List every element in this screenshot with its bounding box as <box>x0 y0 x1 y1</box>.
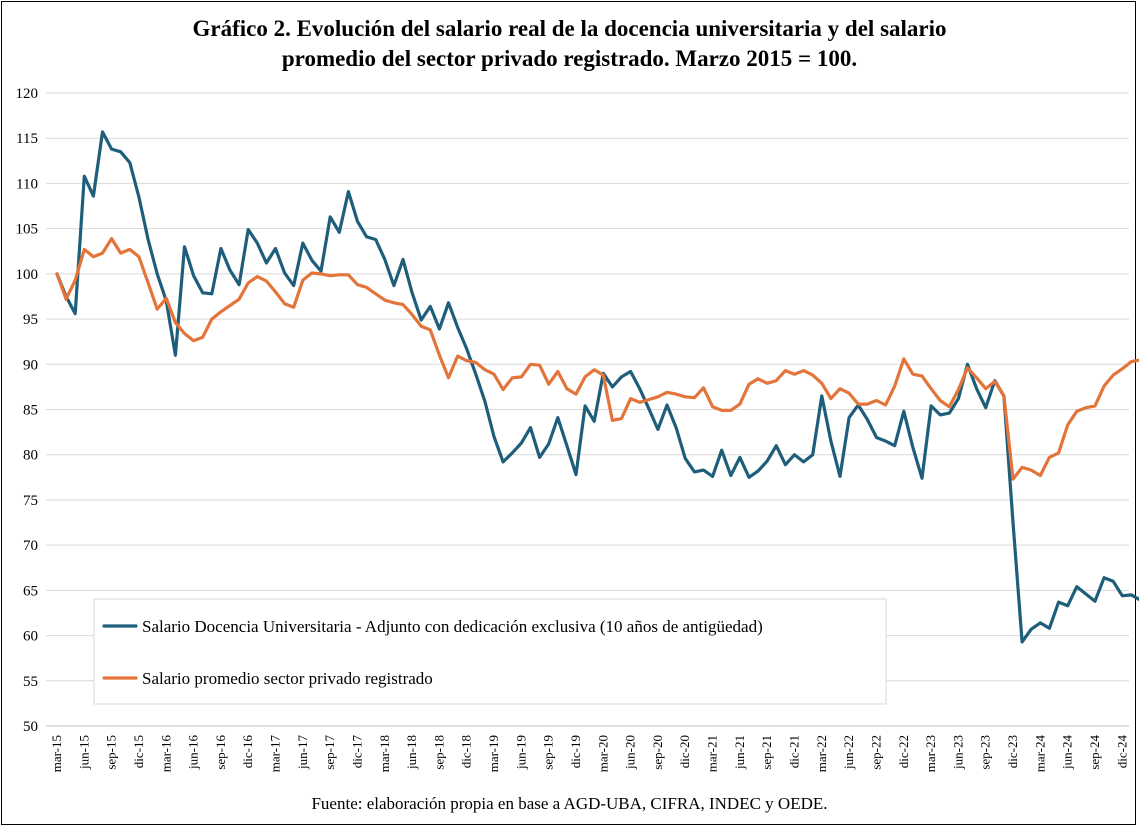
x-tick-label: jun-20 <box>623 735 638 770</box>
x-tick-label: sep-15 <box>104 735 119 770</box>
x-tick-label: mar-16 <box>158 735 173 773</box>
x-tick-label: sep-17 <box>322 735 337 770</box>
y-tick-label: 105 <box>16 222 39 238</box>
x-tick-label: dic-20 <box>677 735 692 768</box>
x-tick-label: dic-24 <box>1114 735 1129 769</box>
x-tick-label: sep-20 <box>650 735 665 770</box>
x-tick-label: jun-21 <box>732 735 747 770</box>
x-axis-ticks: mar-15 jun-15 sep-15 dic-15 mar-16 jun-16 sep-… <box>49 735 1129 773</box>
legend: Salario Docencia Universitaria - Adjunto… <box>93 598 887 705</box>
x-tick-label: dic-15 <box>131 735 146 768</box>
x-tick-label: dic-17 <box>349 735 364 769</box>
y-tick-label: 60 <box>23 629 38 645</box>
y-tick-label: 85 <box>23 403 38 419</box>
y-tick-label: 115 <box>16 131 38 147</box>
chart-title-line-2: promedio del sector privado registrado. … <box>281 46 858 71</box>
x-tick-label: jun-19 <box>513 735 528 770</box>
x-tick-label: mar-15 <box>49 735 64 772</box>
x-tick-label: mar-18 <box>377 735 392 772</box>
x-tick-label: mar-17 <box>268 735 283 773</box>
x-tick-label: jun-16 <box>186 735 201 770</box>
y-axis-ticks: 50 55 60 65 70 75 80 85 90 95 100 105 110 115 120 <box>16 86 39 735</box>
y-tick-label: 120 <box>16 86 39 102</box>
y-tick-label: 100 <box>16 267 39 283</box>
y-tick-label: 65 <box>23 583 38 599</box>
series-line-2 <box>55 237 1139 481</box>
x-tick-label: sep-21 <box>759 735 774 770</box>
y-tick-label: 110 <box>16 176 38 192</box>
x-tick-label: dic-23 <box>1005 735 1020 768</box>
x-tick-label: sep-18 <box>431 735 446 770</box>
legend-box <box>93 598 887 705</box>
legend-label-1: Salario Docencia Universitaria - Adjunto… <box>142 617 763 636</box>
y-tick-label: 90 <box>23 357 38 373</box>
y-tick-label: 55 <box>23 674 38 690</box>
series-line-1 <box>55 130 1139 644</box>
y-tick-label: 75 <box>23 493 38 509</box>
legend-label-2: Salario promedio sector privado registra… <box>142 669 433 688</box>
x-tick-label: dic-22 <box>896 735 911 768</box>
x-tick-label: mar-23 <box>923 735 938 772</box>
x-tick-label: jun-23 <box>950 735 965 770</box>
x-tick-label: jun-18 <box>404 735 419 770</box>
x-tick-label: jun-17 <box>295 735 310 770</box>
x-tick-label: mar-24 <box>1032 735 1047 773</box>
x-tick-label: sep-24 <box>1087 735 1102 770</box>
x-tick-label: mar-19 <box>486 735 501 772</box>
x-tick-label: dic-18 <box>459 735 474 768</box>
y-tick-label: 50 <box>23 719 38 735</box>
x-tick-label: mar-22 <box>814 735 829 772</box>
x-tick-label: mar-21 <box>705 735 720 772</box>
x-tick-label: sep-22 <box>868 735 883 770</box>
x-tick-label: dic-19 <box>568 735 583 768</box>
x-tick-label: jun-24 <box>1060 735 1075 770</box>
y-tick-label: 70 <box>23 538 38 554</box>
x-tick-label: sep-23 <box>978 735 993 770</box>
x-tick-label: sep-16 <box>213 735 228 770</box>
x-tick-label: mar-20 <box>595 735 610 772</box>
x-tick-label: sep-19 <box>541 735 556 770</box>
x-tick-label: jun-22 <box>841 735 856 770</box>
chart-title-line-1: Gráfico 2. Evolución del salario real de… <box>192 16 947 41</box>
x-tick-label: dic-21 <box>787 735 802 768</box>
y-tick-label: 80 <box>23 448 38 464</box>
source-note: Fuente: elaboración propia en base a AGD… <box>311 794 828 813</box>
y-tick-label: 95 <box>23 312 38 328</box>
series-lines <box>55 130 1139 644</box>
x-tick-label: dic-16 <box>240 735 255 769</box>
x-tick-label: jun-15 <box>76 735 91 770</box>
chart-title: Gráfico 2. Evolución del salario real de… <box>0 14 1139 74</box>
